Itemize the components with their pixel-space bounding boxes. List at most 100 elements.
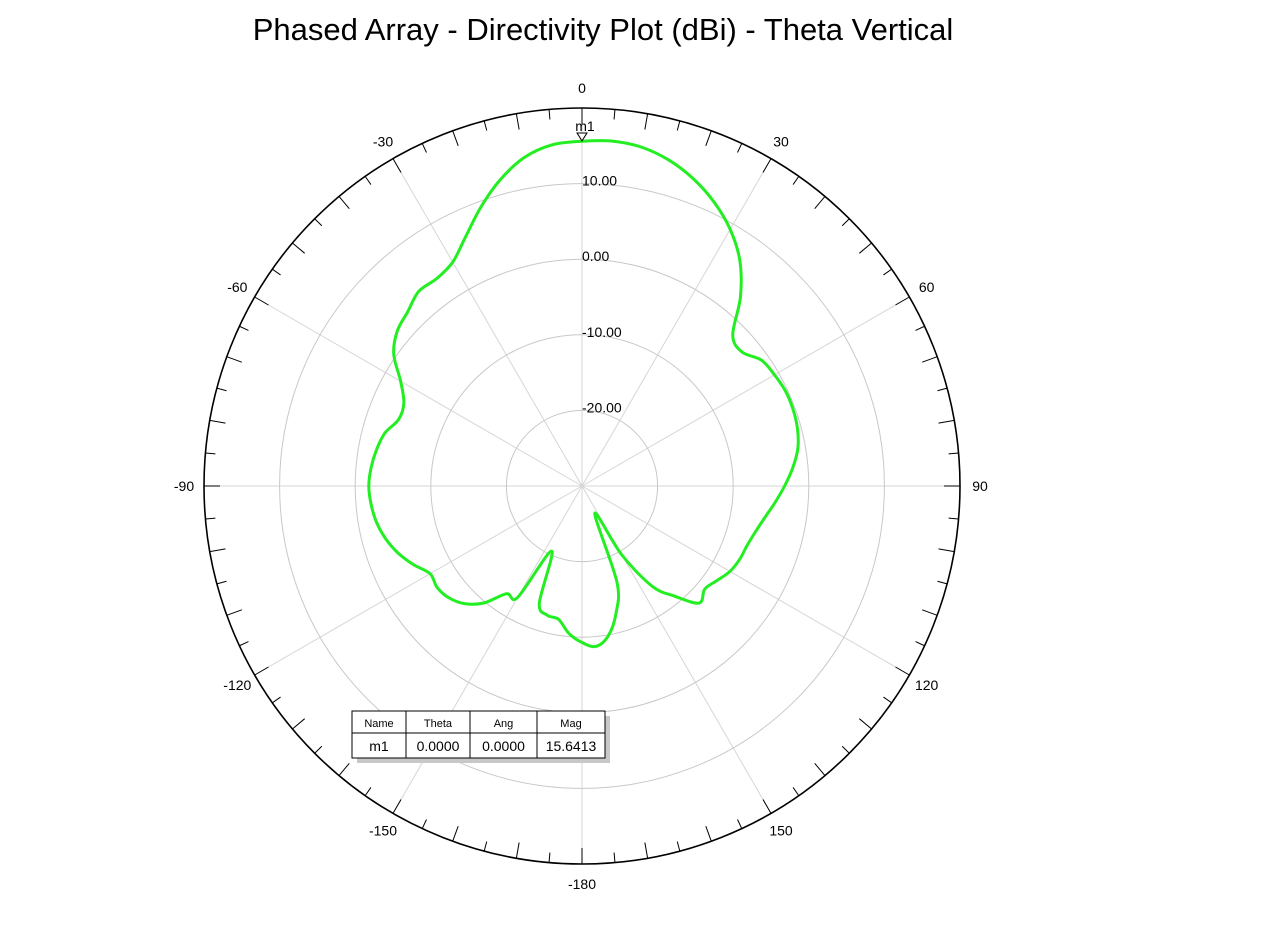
marker-table-cell: m1 [369,738,389,754]
angle-tick [392,158,402,173]
angle-tick-label: -120 [223,677,251,693]
angle-tick [762,799,772,814]
angle-tick [883,268,892,276]
angle-tick [921,609,938,616]
series-layer [367,139,800,649]
angle-tick [292,718,306,730]
angle-tick [239,325,249,331]
spoke-line [392,158,583,487]
angle-tick [216,580,227,585]
angle-tick [915,641,925,647]
marker-table-cell: 0.0000 [482,738,525,754]
angle-tick [421,819,427,829]
angle-tick [737,819,743,829]
angle-tick [452,130,459,147]
angle-tick-label: -60 [227,279,247,295]
angle-tick [676,120,681,131]
angle-tick [858,242,872,254]
angle-tick-label: 30 [773,133,789,149]
radial-tick-label: 10.00 [582,173,617,189]
angle-tick [364,176,372,185]
angle-tick [841,745,850,754]
angle-tick [216,387,227,392]
angle-tick [314,745,323,754]
angle-tick [254,296,269,306]
angle-tick-label: -90 [174,478,194,494]
angle-tick [209,419,226,424]
spoke-line [581,296,910,487]
angle-tick [483,120,488,131]
marker-triangle [576,132,588,142]
angle-tick [814,196,826,210]
spoke-line [581,158,772,487]
angle-tick [737,143,743,153]
angle-tick [792,787,800,796]
angle-tick [792,176,800,185]
radial-tick-label: 0.00 [582,248,609,264]
marker-table-header: Name [364,718,393,730]
angle-tick [483,841,488,852]
angle-tick [205,517,216,520]
angle-tick [364,787,372,796]
marker-table-cell: 0.0000 [417,738,460,754]
angle-tick [452,825,459,842]
angle-tick [705,130,712,147]
angle-tick [895,296,910,306]
angle-tick [814,762,826,776]
angle-tick [938,419,955,424]
angle-tick-label: 150 [769,823,793,839]
spoke-line [581,485,910,676]
marker-table-header: Mag [560,718,581,730]
chart-title: Phased Array - Directivity Plot (dBi) - … [253,12,954,47]
angle-tick [937,580,948,585]
radial-grid-circle [430,334,734,638]
angle-tick [338,196,350,210]
angle-tick [205,452,216,455]
angle-tick [239,641,249,647]
spoke-line [254,296,583,487]
angle-tick [937,387,948,392]
angle-tick [948,517,959,520]
angle-tick [883,696,892,704]
angle-tick [644,113,649,130]
marker-table-frame [351,710,606,759]
angle-tick-label: 60 [919,279,935,295]
angle-tick [644,842,649,859]
angle-tick [226,609,243,616]
angle-tick [421,143,427,153]
angle-tick-labels: 0 30 60 90 120 150 -180 -150 -120 -90 -60 -30 [174,80,988,892]
angle-tick [338,762,350,776]
angle-tick [254,666,269,676]
spoke-line [392,485,583,814]
angle-tick [292,242,306,254]
angle-tick [915,325,925,331]
angle-tick [705,825,712,842]
angle-tick [392,799,402,814]
angle-tick-label: -150 [369,823,397,839]
angle-tick [272,696,281,704]
angle-tick [938,548,955,553]
marker-label: m1 [575,118,595,134]
angle-tick-label: 90 [972,478,988,494]
marker-table-cell: 15.6413 [546,738,597,754]
minor-ticks [204,108,960,864]
angle-tick [921,356,938,363]
angle-tick [948,452,959,455]
angle-tick [515,113,520,130]
spoke-line [254,485,583,676]
radial-grid-circle [505,409,659,563]
marker-table-header: Theta [424,718,453,730]
angle-tick [548,109,551,120]
angle-tick [676,841,681,852]
angle-tick [613,109,616,120]
angle-tick [272,268,281,276]
angle-tick-label: -30 [373,133,393,149]
angle-tick [895,666,910,676]
radial-tick-labels: -20.00 -10.00 0.00 10.00 [582,173,622,416]
angle-tick [762,158,772,173]
angle-tick [841,218,850,227]
angle-tick [209,548,226,553]
marker-table: Name m1 Theta 0.0000 Ang 0.0000 Mag 15.6413 [351,710,610,763]
angle-tick [226,356,243,363]
